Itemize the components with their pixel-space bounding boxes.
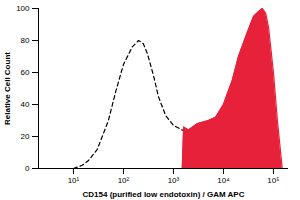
svg-text:60: 60 <box>21 68 30 77</box>
svg-text:20: 20 <box>21 132 30 141</box>
svg-text:10¹: 10¹ <box>68 176 80 185</box>
svg-text:40: 40 <box>21 100 30 109</box>
svg-text:Relative Cell Count: Relative Cell Count <box>3 52 12 125</box>
svg-text:80: 80 <box>21 36 30 45</box>
svg-text:CD154 (purified low endotoxin): CD154 (purified low endotoxin) / GAM APC <box>83 190 245 199</box>
svg-text:0: 0 <box>25 164 30 173</box>
svg-text:10²: 10² <box>118 176 130 185</box>
svg-text:10⁴: 10⁴ <box>217 176 230 185</box>
svg-text:100: 100 <box>16 4 30 13</box>
svg-text:10⁵: 10⁵ <box>267 176 279 185</box>
svg-text:10³: 10³ <box>168 176 180 185</box>
